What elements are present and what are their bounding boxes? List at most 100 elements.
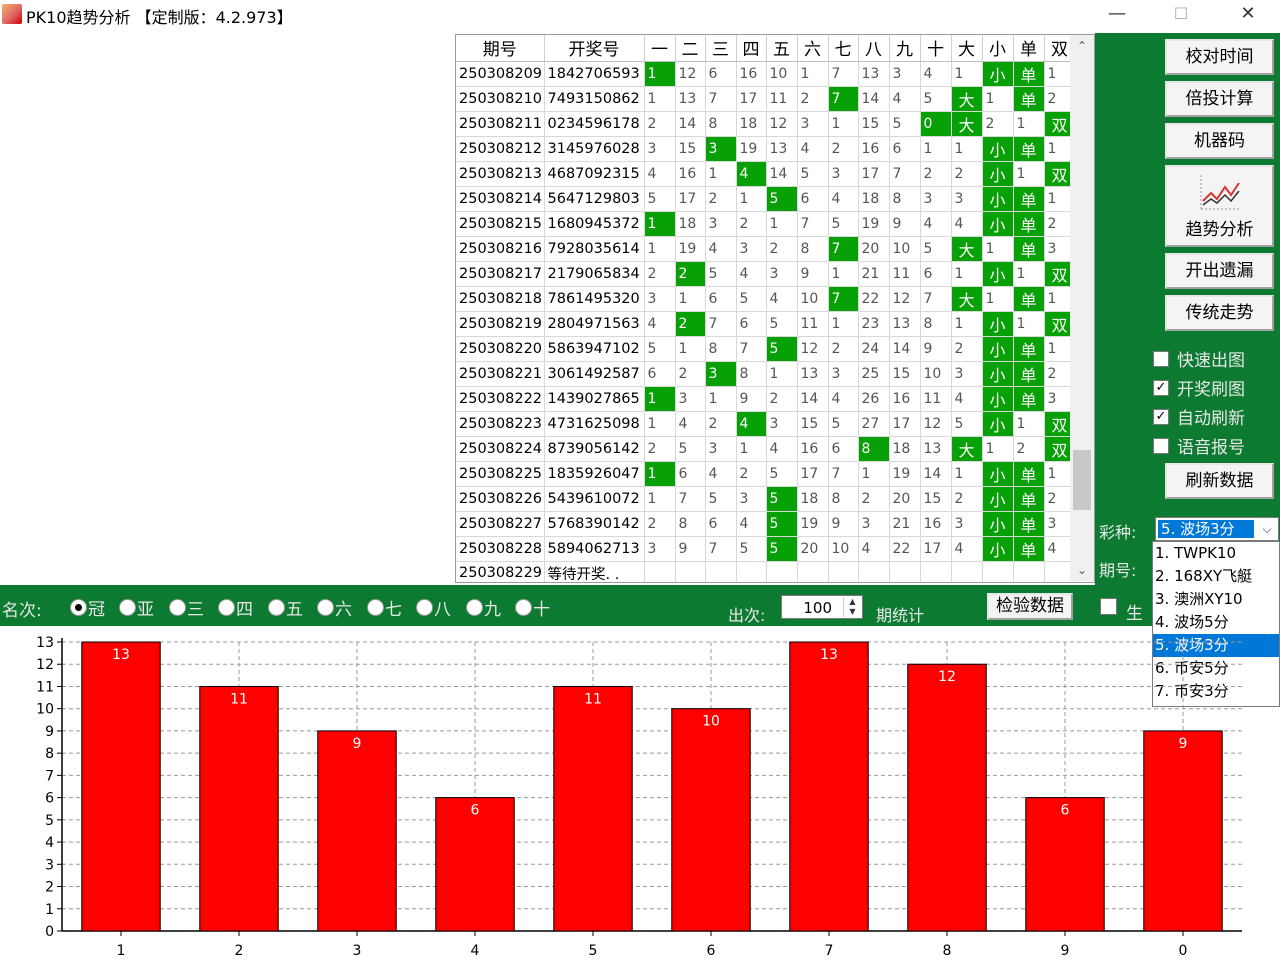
table-row[interactable]: 250308212 3145976028 3 15 3 19 13 4 2 16 6 1 1 小单 1 <box>456 136 1076 162</box>
draw-number-cell: 1835926047 <box>544 461 645 487</box>
period-id-cell: 250308224 <box>456 436 545 462</box>
table-row[interactable]: 250308213 4687092315 4 16 1 4 14 5 3 17 7 2 2 小 1 双 <box>456 161 1076 187</box>
radio-button-icon[interactable] <box>317 599 334 616</box>
trend-cell: 6 <box>828 436 859 462</box>
extra-checkbox[interactable] <box>1100 598 1117 615</box>
trend-analysis-button[interactable]: 趋势分析 <box>1165 165 1274 247</box>
table-row[interactable]: 250308221 3061492587 6 2 3 8 1 13 3 25 15 10 3 小单 2 <box>456 361 1076 387</box>
scroll-up-arrow-icon[interactable]: ⌃ <box>1076 39 1088 53</box>
dropdown-option[interactable]: 6. 币安5分 <box>1155 659 1229 677</box>
machine-code-button[interactable]: 机器码 <box>1165 123 1274 159</box>
lottery-type-dropdown-list[interactable]: 1. TWPK10 2. 168XY飞艇 3. 澳洲XY10 4. 波场5分 5. 波场… <box>1152 541 1280 707</box>
bet-calculator-button[interactable]: 倍投计算 <box>1165 81 1274 117</box>
rank-radio[interactable]: 冠 <box>70 595 105 620</box>
checkbox-box[interactable]: ✓ <box>1153 408 1169 425</box>
radio-button-icon[interactable] <box>169 599 186 616</box>
checkbox-box[interactable] <box>1153 350 1169 367</box>
column-header: 二 <box>675 35 706 62</box>
trend-cell: 1 <box>1013 261 1045 287</box>
table-row[interactable]: 250308227 5768390142 2 8 6 4 5 19 9 3 21 16 3 小单 3 <box>456 511 1076 537</box>
table-row[interactable]: 250308211 0234596178 2 14 8 18 12 3 1 15 5 0 大 2 1 双 <box>456 111 1076 137</box>
period-id-cell: 250308217 <box>456 261 545 287</box>
rank-radio[interactable]: 七 <box>367 595 402 620</box>
table-vertical-scrollbar[interactable]: ⌃ ⌄ <box>1070 35 1094 581</box>
radio-button-icon[interactable] <box>119 599 136 616</box>
radio-button-icon[interactable] <box>416 599 433 616</box>
table-row[interactable]: 250308215 1680945372 1 18 3 2 1 7 5 19 9 4 4 小单 2 <box>456 211 1076 237</box>
trend-cell: 4 <box>797 136 829 162</box>
table-row[interactable]: 250308218 7861495320 3 1 6 5 4 10 7 22 12 7 大 1 单 1 <box>456 286 1076 312</box>
rank-radio[interactable]: 八 <box>416 595 451 620</box>
x-tick-label: 2 <box>235 943 244 959</box>
table-row[interactable]: 250308219 2804971563 4 2 7 6 5 11 1 23 13 8 1 小 1 双 <box>456 311 1076 337</box>
voice-announce-checkbox[interactable]: 语音报号 <box>1153 433 1245 458</box>
checkbox-box[interactable]: ✓ <box>1153 379 1169 396</box>
trend-cell: 4 <box>828 386 859 412</box>
highlighted-cell: 8 <box>858 436 890 462</box>
radio-button-icon[interactable] <box>218 599 235 616</box>
count-stepper[interactable]: 100 ▲ ▼ <box>781 595 863 619</box>
rank-radio[interactable]: 三 <box>169 595 204 620</box>
traditional-trend-button[interactable]: 传统走势 <box>1165 295 1274 331</box>
period-id-cell: 250308212 <box>456 136 545 162</box>
radio-button-icon[interactable] <box>367 599 384 616</box>
draw-number-cell: 4731625098 <box>544 411 645 437</box>
table-row[interactable]: 250308224 8739056142 2 5 3 1 4 16 6 8 18 13 大 1 2 双 <box>456 436 1076 462</box>
radio-button-icon[interactable] <box>268 599 285 616</box>
sync-time-button[interactable]: 校对时间 <box>1165 39 1274 75</box>
stepper-arrows-icon[interactable]: ▲ ▼ <box>843 597 861 617</box>
verify-data-button[interactable]: 检验数据 <box>987 593 1073 620</box>
maximize-button[interactable]: ☐ <box>1173 4 1189 23</box>
scroll-down-arrow-icon[interactable]: ⌄ <box>1076 563 1088 577</box>
draw-refresh-chart-checkbox[interactable]: ✓ 开奖刷图 <box>1153 375 1245 400</box>
rank-radio[interactable]: 五 <box>268 595 303 620</box>
rank-radio[interactable]: 六 <box>317 595 352 620</box>
auto-refresh-checkbox[interactable]: ✓ 自动刷新 <box>1153 404 1245 429</box>
rank-radio[interactable]: 四 <box>218 595 253 620</box>
dropdown-option[interactable]: 1. TWPK10 <box>1155 544 1237 562</box>
rank-radio[interactable]: 十 <box>515 595 550 620</box>
dropdown-option[interactable]: 3. 澳洲XY10 <box>1155 590 1243 608</box>
table-row[interactable]: 250308220 5863947102 5 1 8 7 5 12 2 24 14 9 2 小单 1 <box>456 336 1076 362</box>
close-button[interactable]: ✕ <box>1240 3 1256 24</box>
draw-number-cell: 3061492587 <box>544 361 645 387</box>
stepper-up-icon[interactable]: ▲ <box>849 597 856 606</box>
quick-chart-checkbox[interactable]: 快速出图 <box>1153 346 1245 371</box>
table-row[interactable]: 250308222 1439027865 1 3 1 9 2 14 4 26 16 11 4 小单 3 <box>456 386 1076 412</box>
table-row[interactable]: 250308210 7493150862 1 13 7 17 11 2 7 14 4 5 大 1 单 2 <box>456 86 1076 112</box>
radio-button-icon[interactable] <box>515 599 532 616</box>
rank-radio[interactable]: 九 <box>466 595 501 620</box>
highlighted-cell: 小 <box>982 336 1014 362</box>
minimize-button[interactable]: — <box>1108 3 1126 24</box>
y-tick-label: 2 <box>45 880 54 896</box>
table-row[interactable]: 250308229 等待开奖. . <box>456 561 1076 582</box>
table-row[interactable]: 250308217 2179065834 2 2 5 4 3 9 1 21 11 6 1 小 1 双 <box>456 261 1076 287</box>
table-row[interactable]: 250308216 7928035614 1 19 4 3 2 8 7 20 10 5 大 1 单 3 <box>456 236 1076 262</box>
highlighted-cell: 单 <box>1013 211 1045 237</box>
checkbox-box[interactable] <box>1153 437 1169 454</box>
dropdown-option[interactable]: 2. 168XY飞艇 <box>1155 567 1253 585</box>
refresh-data-button[interactable]: 刷新数据 <box>1165 463 1274 499</box>
trend-cell: 1 <box>675 336 706 362</box>
count-value[interactable]: 100 <box>803 599 832 617</box>
table-row[interactable]: 250308209 1842706593 1 12 6 16 10 1 7 13 3 4 1 小单 1 <box>456 61 1076 87</box>
draw-number-cell: 2179065834 <box>544 261 645 287</box>
scroll-thumb[interactable] <box>1073 450 1091 510</box>
rank-radio[interactable]: 亚 <box>119 595 154 620</box>
table-row[interactable]: 250308225 1835926047 1 6 4 2 5 17 7 1 19 14 1 小单 1 <box>456 461 1076 487</box>
stepper-down-icon[interactable]: ▼ <box>849 607 856 616</box>
dropdown-option[interactable]: 4. 波场5分 <box>1155 613 1229 631</box>
lottery-type-select[interactable]: 5. 波场3分 ⌵ <box>1155 517 1279 541</box>
table-row[interactable]: 250308223 4731625098 1 4 2 4 3 15 5 27 17 12 5 小 1 双 <box>456 411 1076 437</box>
radio-button-icon[interactable] <box>70 599 87 616</box>
trend-cell: 5 <box>889 111 921 137</box>
table-row[interactable]: 250308214 5647129803 5 17 2 1 5 6 4 18 8 3 3 小单 1 <box>456 186 1076 212</box>
radio-button-icon[interactable] <box>466 599 483 616</box>
highlighted-cell: 小 <box>982 311 1014 337</box>
table-row[interactable]: 250308228 5894062713 3 9 7 5 5 20 10 4 22 17 4 小单 4 <box>456 536 1076 562</box>
chevron-down-icon[interactable]: ⌵ <box>1262 522 1272 536</box>
missing-stats-button[interactable]: 开出遗漏 <box>1165 253 1274 289</box>
dropdown-option[interactable]: 5. 波场3分 <box>1153 634 1279 657</box>
checkbox-label: 自动刷新 <box>1177 409 1245 429</box>
table-row[interactable]: 250308226 5439610072 1 7 5 3 5 18 8 2 20 15 2 小单 2 <box>456 486 1076 512</box>
